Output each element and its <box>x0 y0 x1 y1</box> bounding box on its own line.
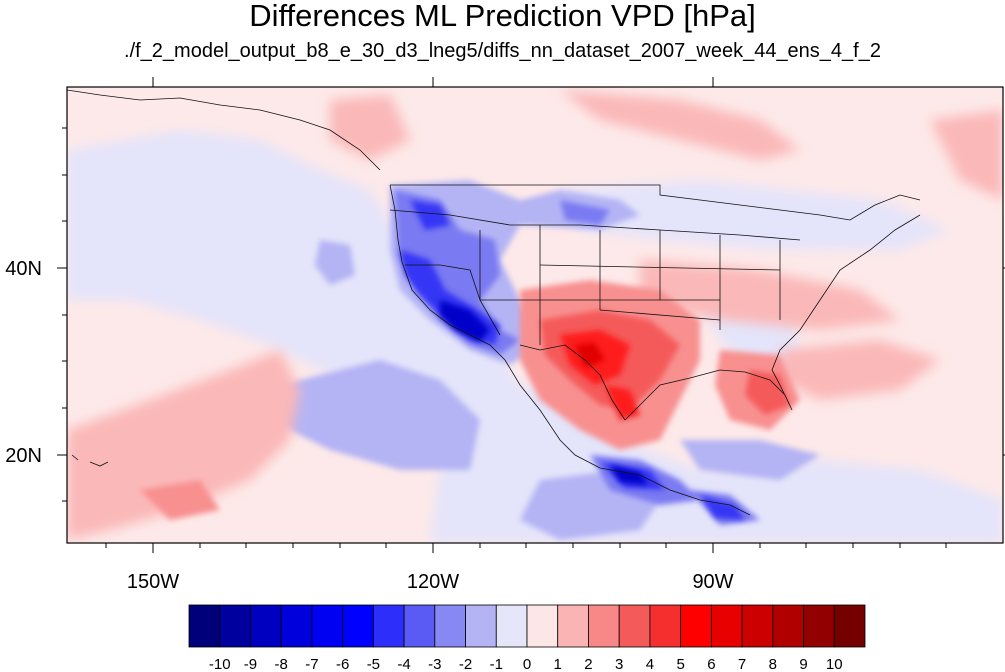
colorbar-swatch <box>526 604 559 648</box>
colorbar-swatch <box>219 604 251 648</box>
colorbar-swatch <box>280 604 313 648</box>
colorbar-swatch <box>495 604 528 648</box>
colorbar-label: -4 <box>397 656 410 672</box>
colorbar: -10 -9 -8 -7 -6 -5 -4 -3 -2 -1 0 1 2 3 4 5 6 7 8 9 10 <box>188 604 866 672</box>
colorbar-swatch <box>833 604 866 648</box>
colorbar-label: 9 <box>799 656 807 672</box>
colorbar-swatch <box>680 604 712 648</box>
colorbar-swatch <box>803 604 835 648</box>
colorbar-label: 0 <box>523 656 531 672</box>
colorbar-label: 6 <box>707 656 715 672</box>
colorbar-label: -10 <box>209 656 231 672</box>
colorbar-swatch <box>188 604 221 648</box>
colorbar-label: 1 <box>554 656 562 672</box>
map-ticks <box>57 77 1005 553</box>
lat-tick-label-20n: 20N <box>5 445 42 467</box>
lon-tick-label-90w: 90W <box>692 571 733 593</box>
vpd-difference-field <box>67 87 1003 543</box>
colorbar-swatch <box>772 604 804 648</box>
lat-tick-label-40n: 40N <box>5 258 42 280</box>
colorbar-label: -1 <box>490 656 503 672</box>
colorbar-label: 4 <box>646 656 654 672</box>
colorbar-swatch <box>342 604 374 648</box>
map-axis-labels: 150W 120W 90W 40N 20N <box>5 258 733 593</box>
colorbar-label: 2 <box>584 656 592 672</box>
colorbar-label: -2 <box>459 656 472 672</box>
colorbar-label: 8 <box>769 656 777 672</box>
colorbar-swatch <box>372 604 405 648</box>
colorbar-label: 5 <box>676 656 684 672</box>
colorbar-swatch <box>557 604 589 648</box>
colorbar-label: -6 <box>336 656 349 672</box>
coastlines-and-borders <box>67 89 921 516</box>
colorbar-label: -3 <box>428 656 441 672</box>
colorbar-swatch <box>618 604 651 648</box>
colorbar-swatch <box>250 604 282 648</box>
map-plot-area: 150W 120W 90W 40N 20N <box>5 77 1005 593</box>
lon-tick-label-150w: 150W <box>127 571 179 593</box>
map-frame <box>66 86 1004 544</box>
lon-tick-label-120w: 120W <box>407 571 459 593</box>
colorbar-label: -9 <box>244 656 257 672</box>
colorbar-swatch <box>588 604 620 648</box>
map-title: Differences ML Prediction VPD [hPa] <box>249 0 756 33</box>
colorbar-label: 10 <box>826 656 843 672</box>
colorbar-swatch <box>403 604 436 648</box>
colorbar-swatch <box>311 604 344 648</box>
colorbar-label: -7 <box>305 656 318 672</box>
colorbar-label: 3 <box>615 656 623 672</box>
colorbar-swatch <box>710 604 743 648</box>
colorbar-swatch <box>465 604 497 648</box>
colorbar-swatch <box>741 604 774 648</box>
map-subtitle: ./f_2_model_output_b8_e_30_d3_lneg5/diff… <box>124 40 881 62</box>
colorbar-label: -8 <box>275 656 288 672</box>
colorbar-label: -5 <box>367 656 380 672</box>
colorbar-swatch <box>649 604 682 648</box>
colorbar-swatch <box>434 604 466 648</box>
colorbar-label: 7 <box>738 656 746 672</box>
